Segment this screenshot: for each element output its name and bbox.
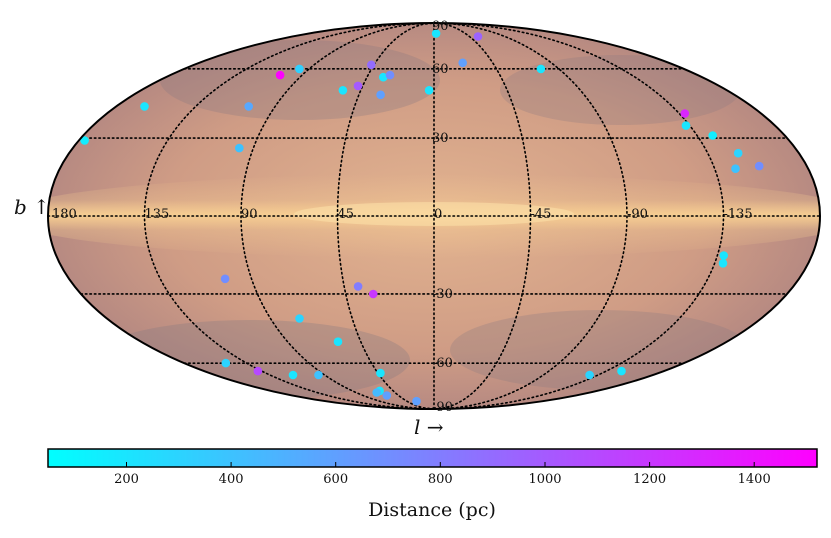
colorbar-gradient [47,448,818,468]
longitude-tick-label: 180 [52,207,77,222]
data-point [353,282,363,291]
data-point [681,121,691,130]
data-point [536,64,546,74]
data-point [253,366,263,376]
data-point [368,289,378,299]
colorbar-tick-label: 200 [114,472,139,487]
data-point [235,143,244,153]
colorbar-tick-label: 1400 [738,472,771,487]
data-point [708,131,717,140]
longitude-tick-label: 90 [241,207,258,222]
map-boundary [47,22,821,410]
longitude-tick-label: 45 [338,207,355,222]
data-point [731,164,740,173]
data-point [379,72,388,82]
data-point [80,136,89,145]
data-point [353,81,363,91]
data-point [733,148,743,158]
colorbar-tick-label: 1000 [528,472,561,487]
data-point [754,161,764,171]
colorbar-tick-label: 600 [323,472,348,487]
data-point [719,251,728,260]
longitude-tick-label: 0 [434,207,442,222]
scatter-points [80,29,764,406]
colorbar-tick-label: 800 [428,472,453,487]
data-point [275,70,285,80]
colorbar: 200 400 600 800 1000 1200 1400 Distance (pc) [47,448,818,521]
y-axis-label: b ↑ [14,195,50,219]
longitude-tick-label: -135 [724,207,753,222]
data-point [412,396,421,406]
data-point [314,370,323,380]
longitude-tick-label: -45 [531,207,552,222]
data-point [288,370,298,380]
data-point [473,32,483,41]
data-point [585,370,594,380]
latitude-tick-label: -30 [432,287,453,302]
data-point [333,337,343,347]
data-point [295,64,304,74]
x-axis-label: l → [414,415,444,439]
data-point [220,274,230,284]
data-point [431,29,441,38]
colorbar-tick-label: 1200 [633,472,666,487]
longitude-tick-labels: 180 135 90 45 0 -45 -90 -135 [52,207,753,222]
latitude-tick-label: -90 [432,400,453,415]
colorbar-ticks: 200 400 600 800 1000 1200 1400 [114,462,771,487]
data-point [367,60,376,70]
data-point [295,314,304,323]
data-point [385,70,395,80]
colorbar-label: Distance (pc) [368,499,496,521]
data-point [140,102,149,111]
latitude-tick-label: 90 [432,19,449,34]
data-point [424,86,434,95]
longitude-tick-label: 135 [145,207,170,222]
latitude-tick-label: 30 [432,131,449,146]
data-point [382,391,392,400]
data-point [680,109,690,118]
latitude-tick-label: -60 [432,356,453,371]
data-point [617,366,626,376]
graticule-grid [47,22,821,410]
data-point [458,58,468,68]
data-point [376,368,385,378]
data-point [718,259,728,268]
data-point [376,90,385,100]
longitude-tick-label: -90 [627,207,648,222]
data-point [372,388,382,397]
data-point [221,358,231,368]
latitude-tick-label: 60 [432,62,449,77]
data-point [338,86,348,95]
latitude-tick-labels: 90 60 30 -30 -60 -90 [432,19,453,415]
data-point [244,102,253,111]
colorbar-tick-label: 400 [219,472,244,487]
